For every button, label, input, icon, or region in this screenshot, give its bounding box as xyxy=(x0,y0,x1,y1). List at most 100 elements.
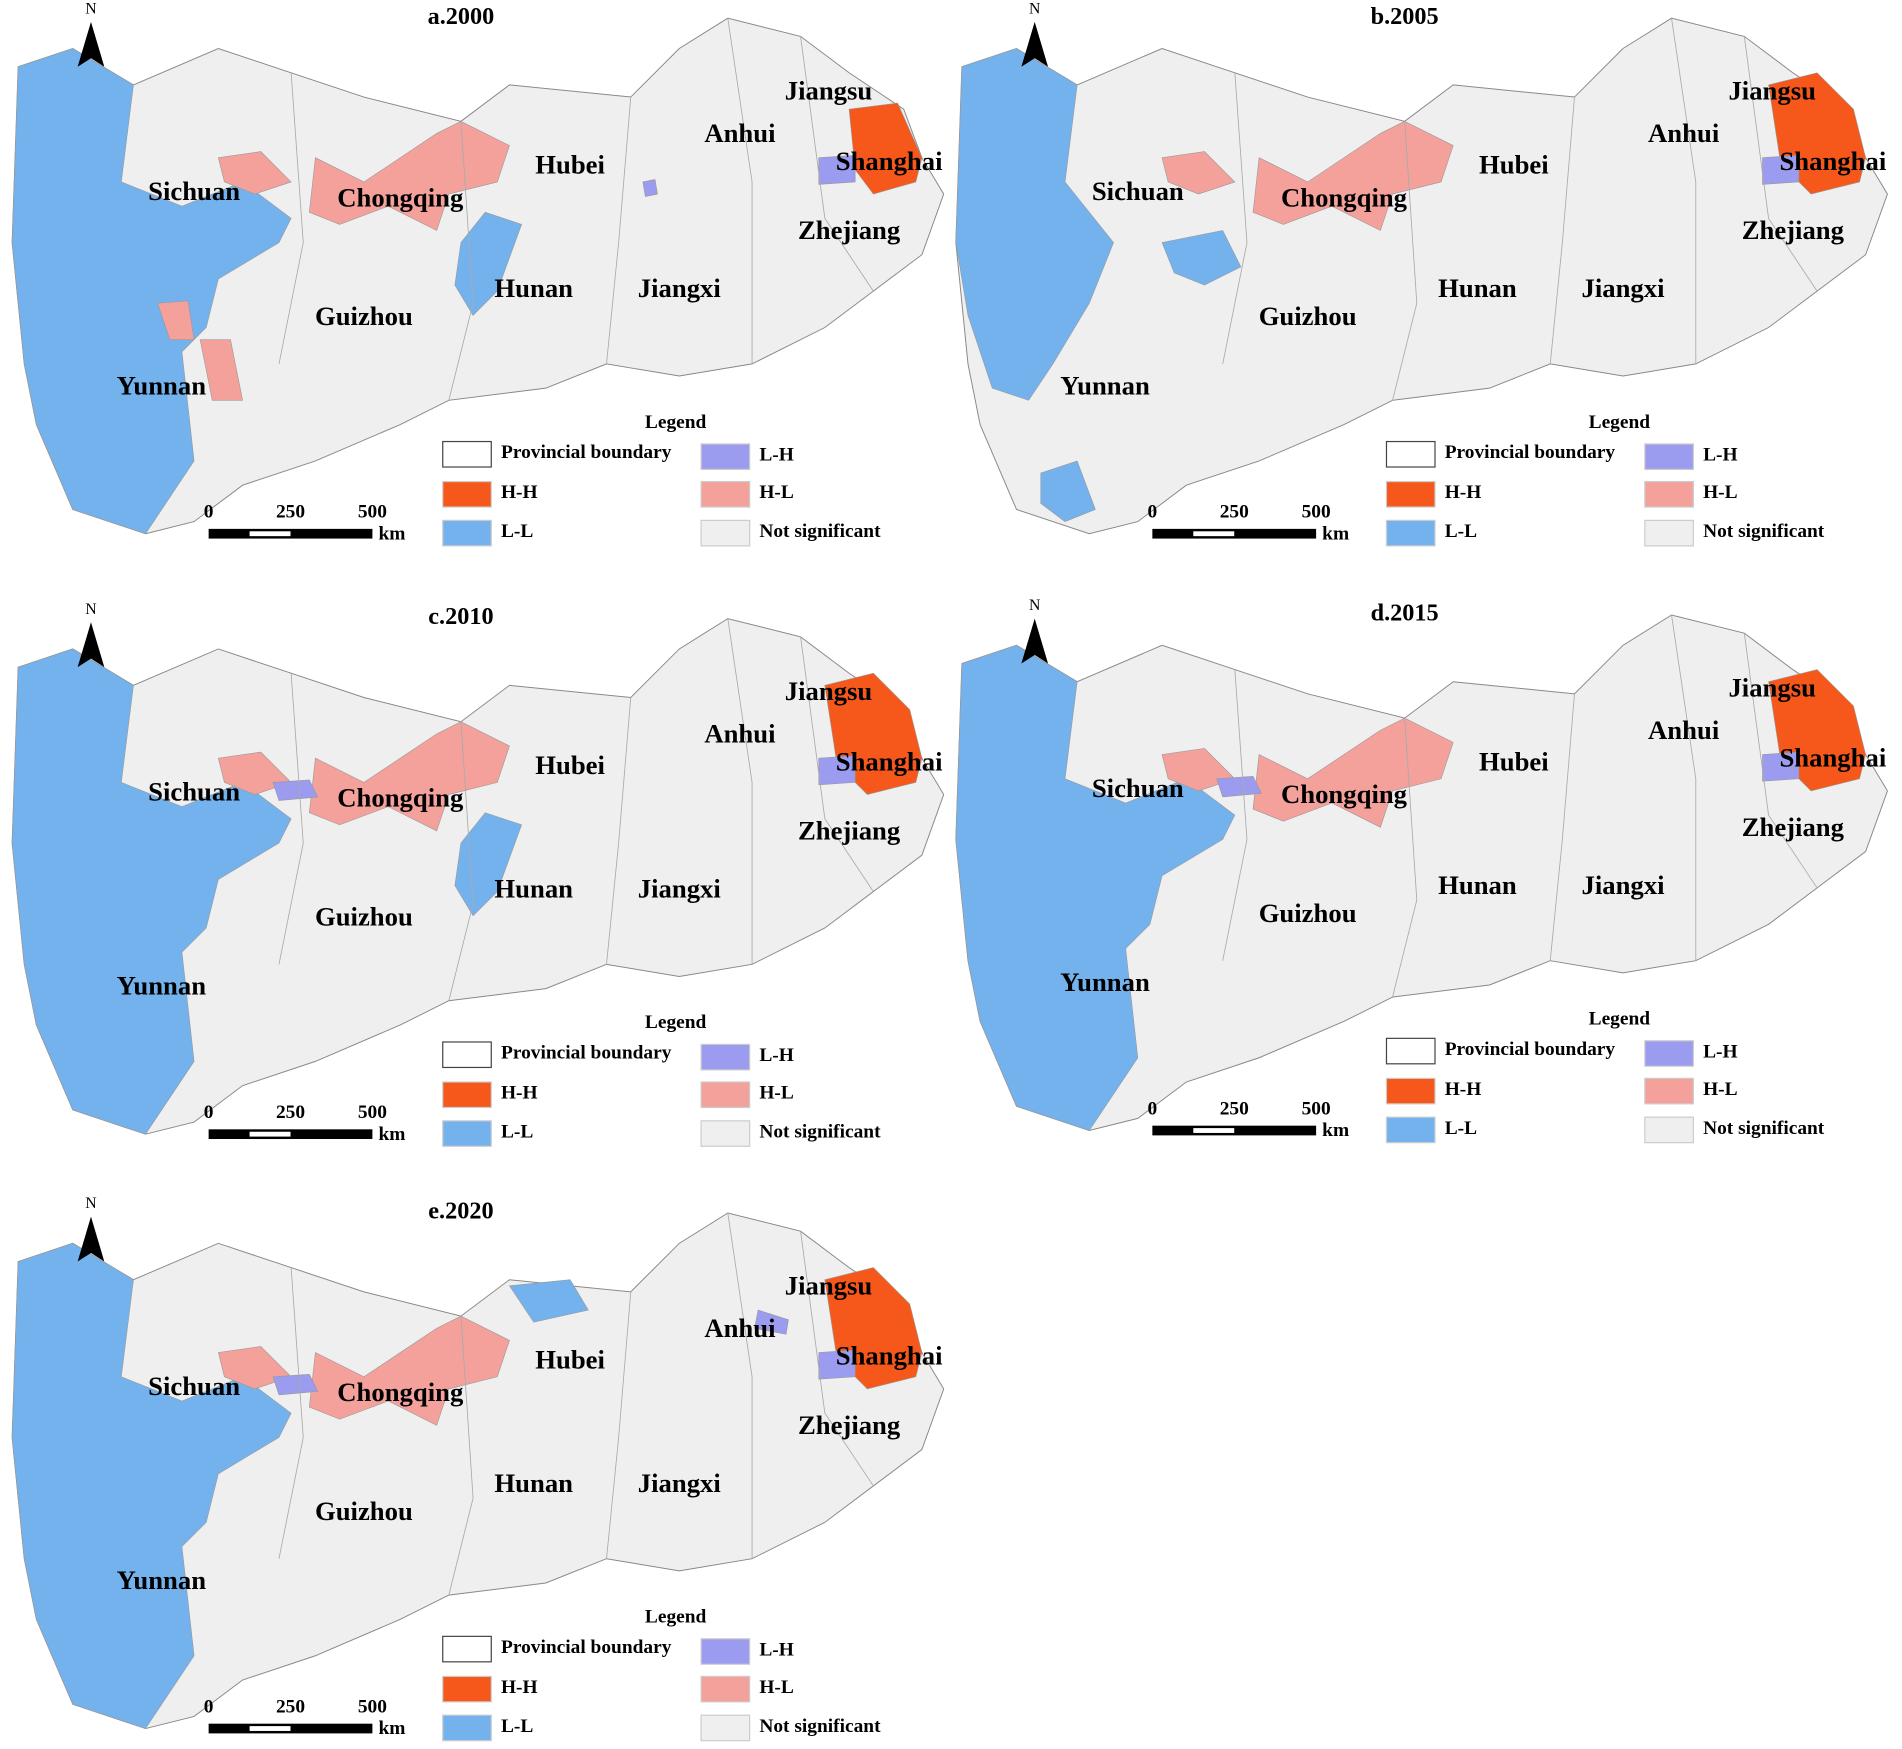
province-label: Jiangsu xyxy=(1728,672,1816,702)
province-label: Hunan xyxy=(494,1468,573,1498)
province-boundary xyxy=(1392,718,1418,998)
province-label: Anhui xyxy=(1648,118,1720,148)
scale-tick-label: 0 xyxy=(204,1696,214,1717)
province-label: Hunan xyxy=(494,874,573,904)
cluster-region xyxy=(308,721,510,832)
cluster-region xyxy=(308,120,510,231)
province-boundary xyxy=(1392,121,1418,401)
legend-label: Provincial boundary xyxy=(1445,442,1616,463)
legend-swatch xyxy=(1644,1077,1694,1105)
legend-title: Legend xyxy=(645,1607,707,1628)
panel-title: d.2015 xyxy=(1371,600,1439,627)
legend-label: H-H xyxy=(1445,1079,1482,1100)
map-panel: c.2010 N Sichuan Chongqing Hubei Anhui Jiangsu… xyxy=(11,601,945,1147)
cluster-region xyxy=(199,339,243,401)
cluster-region xyxy=(1216,776,1262,798)
province-label: Zhejiang xyxy=(798,815,901,845)
cluster-region xyxy=(11,1243,292,1729)
province-boundary xyxy=(606,97,632,364)
scale-bar-inner xyxy=(1193,1128,1235,1133)
province-label: Hubei xyxy=(535,1344,605,1374)
province-label: Chongqing xyxy=(337,1377,464,1407)
province-label: Guizhou xyxy=(315,1496,413,1526)
province-label: Anhui xyxy=(704,1313,776,1343)
legend-swatch xyxy=(700,1120,751,1147)
north-arrow xyxy=(77,1216,105,1262)
scale-tick-label: 500 xyxy=(358,502,387,523)
province-label: Shanghai xyxy=(836,146,943,176)
province-boundary xyxy=(278,72,304,364)
legend-swatch xyxy=(442,480,492,508)
province-label: Sichuan xyxy=(148,777,240,807)
legend-swatch xyxy=(700,443,751,471)
province-label: Sichuan xyxy=(148,176,240,206)
province-label: Yunnan xyxy=(1060,967,1150,997)
cluster-region xyxy=(217,1346,292,1390)
panel-title: c.2010 xyxy=(428,603,493,630)
legend-swatch xyxy=(442,519,492,547)
province-label: Zhejiang xyxy=(798,1410,901,1440)
province-label: Chongqing xyxy=(1281,182,1408,212)
province-label: Anhui xyxy=(704,718,776,748)
province-label: Jiangxi xyxy=(1582,273,1666,303)
north-label: N xyxy=(85,1195,97,1212)
legend-label: Not significant xyxy=(1703,521,1825,542)
legend-swatch xyxy=(1644,1116,1694,1144)
province-label: Shanghai xyxy=(1779,743,1886,773)
legend-label: H-L xyxy=(759,482,794,503)
legend-label: L-L xyxy=(501,1121,533,1142)
province-label: Sichuan xyxy=(148,1371,240,1401)
province-boundary xyxy=(1743,633,1818,889)
legend-swatch xyxy=(700,1043,751,1071)
province-label: Sichuan xyxy=(1092,176,1184,206)
map-panel: d.2015 N Sichuan Chongqing Hubei Anhui Jiangsu… xyxy=(955,597,1888,1144)
province-boundary xyxy=(278,673,304,965)
north-arrow xyxy=(1021,21,1049,67)
province-boundary xyxy=(1671,18,1697,364)
cluster-region xyxy=(11,48,292,535)
province-label: Guizhou xyxy=(315,902,413,932)
legend-swatch xyxy=(1644,443,1694,471)
legend-label: Provincial boundary xyxy=(501,1043,672,1064)
panel-title: e.2020 xyxy=(428,1198,493,1225)
legend-swatch xyxy=(442,1635,492,1663)
legend-swatch xyxy=(442,1081,492,1109)
legend-title: Legend xyxy=(1589,1009,1651,1030)
cluster-region xyxy=(1252,120,1454,231)
cluster-region xyxy=(217,151,292,195)
legend-swatch xyxy=(1644,1040,1694,1067)
legend-swatch xyxy=(1644,519,1694,547)
province-label: Zhejiang xyxy=(1742,215,1845,245)
province-label: Jiangxi xyxy=(638,273,722,303)
legend-title: Legend xyxy=(645,412,707,433)
province-label: Chongqing xyxy=(337,182,464,212)
region-base xyxy=(955,614,1888,1132)
legend-label: L-H xyxy=(1703,1041,1737,1062)
province-boundary xyxy=(448,721,474,1001)
province-label: Hunan xyxy=(1438,870,1517,900)
cluster-region xyxy=(157,300,195,340)
scale-tick-label: 0 xyxy=(1148,1098,1158,1119)
scale-tick-label: 250 xyxy=(276,1696,305,1717)
province-label: Sichuan xyxy=(1092,773,1184,803)
legend-label: Provincial boundary xyxy=(501,442,672,463)
legend-swatch xyxy=(1385,519,1436,547)
cluster-region xyxy=(11,648,292,1135)
province-label: Guizhou xyxy=(315,301,413,331)
north-label: N xyxy=(85,601,97,618)
province-label: Hubei xyxy=(535,150,605,180)
cluster-region xyxy=(1040,460,1096,522)
legend-swatch xyxy=(700,1638,751,1665)
legend-label: H-L xyxy=(759,1677,794,1698)
legend-swatch xyxy=(442,1714,492,1742)
legend-label: L-H xyxy=(759,1045,793,1066)
province-label: Hunan xyxy=(494,273,573,303)
province-boundary xyxy=(1671,614,1697,961)
scale-unit: km xyxy=(378,1124,405,1145)
north-label: N xyxy=(85,0,97,17)
legend-swatch xyxy=(700,480,751,508)
province-boundary xyxy=(1549,693,1575,961)
cluster-region xyxy=(754,1309,789,1335)
region-base xyxy=(11,1212,945,1730)
